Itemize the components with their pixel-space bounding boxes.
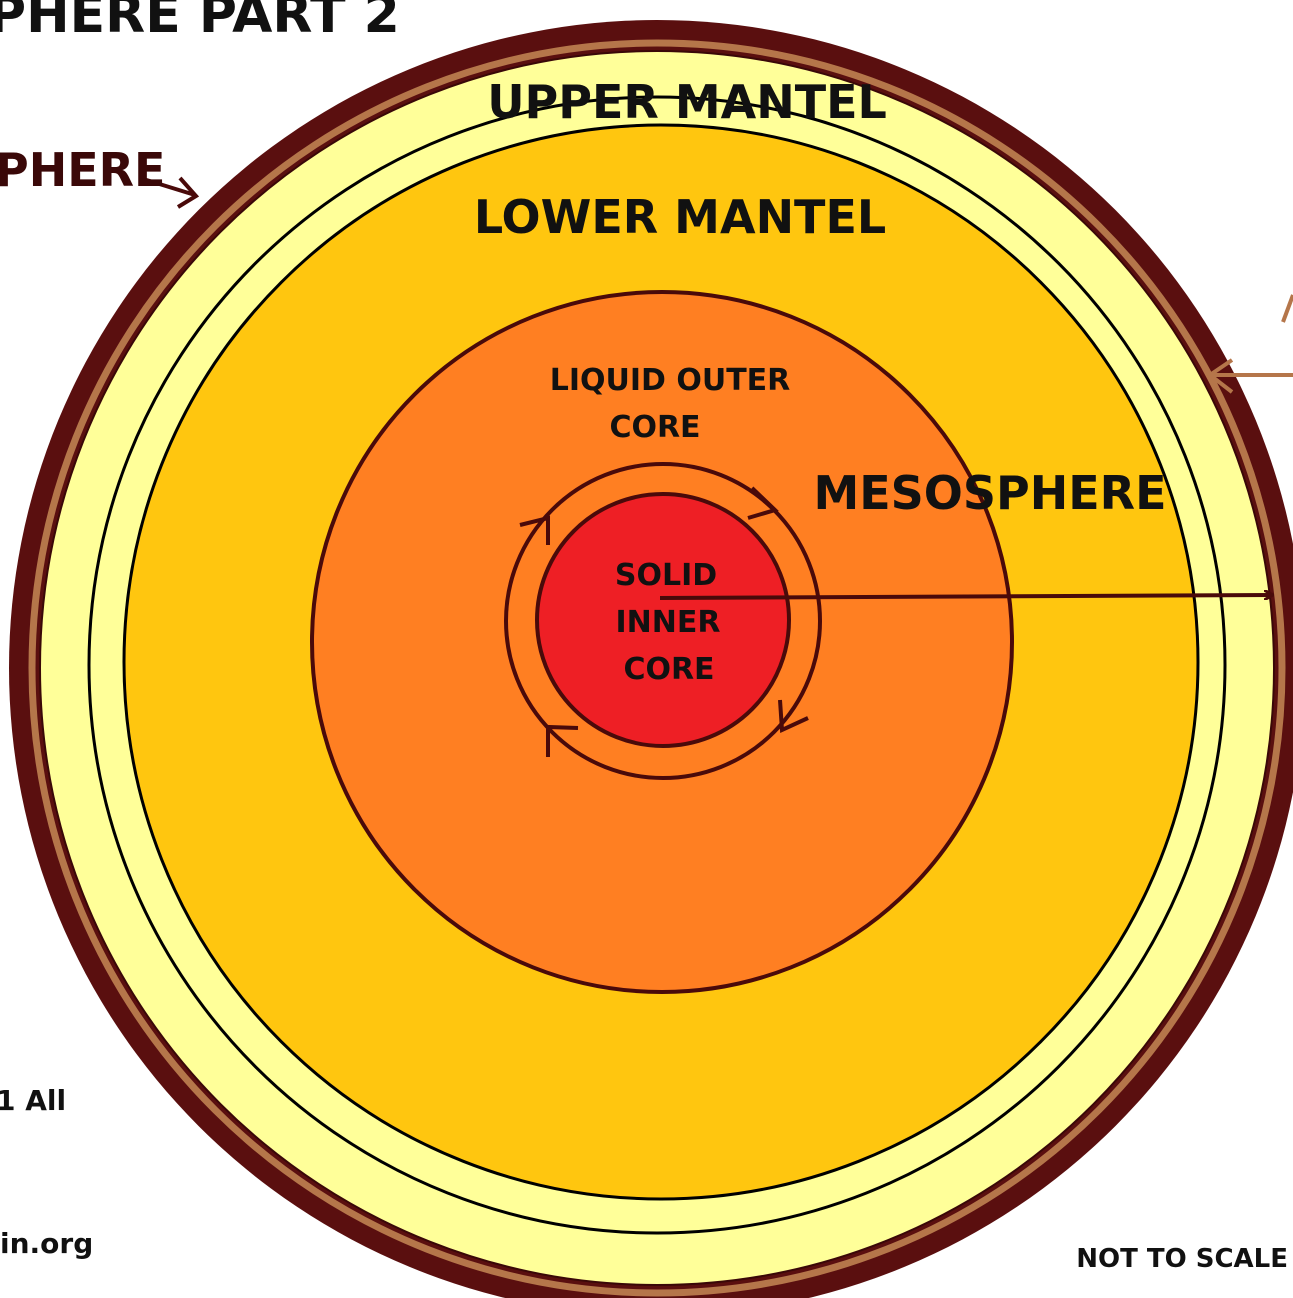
left-label: PHERE (0, 143, 165, 197)
inner-core-label: INNER (616, 605, 721, 640)
site-text: in.org (0, 1227, 93, 1260)
inner-core-label: SOLID (615, 558, 717, 593)
upper-mantel-label: UPPER MANTEL (487, 75, 887, 129)
outer-core-label: LIQUID OUTER (550, 363, 791, 398)
lower-mantel-label: LOWER MANTEL (474, 190, 886, 244)
right-stroke (1283, 295, 1293, 322)
earth-diagram: PHERE PART 2 PHERE UPPER MANTEL LOWER MA… (0, 0, 1293, 1298)
scale-note: NOT TO SCALE (1076, 1244, 1288, 1274)
inner-core-label: CORE (623, 652, 714, 687)
outer-core-label: CORE (609, 410, 700, 445)
rights-text: 1 All (0, 1084, 66, 1117)
title: PHERE PART 2 (0, 0, 400, 45)
mesosphere-label: MESOSPHERE (813, 466, 1166, 520)
page: {"title": "PHERE PART 2", "left_label": … (0, 0, 1293, 1298)
